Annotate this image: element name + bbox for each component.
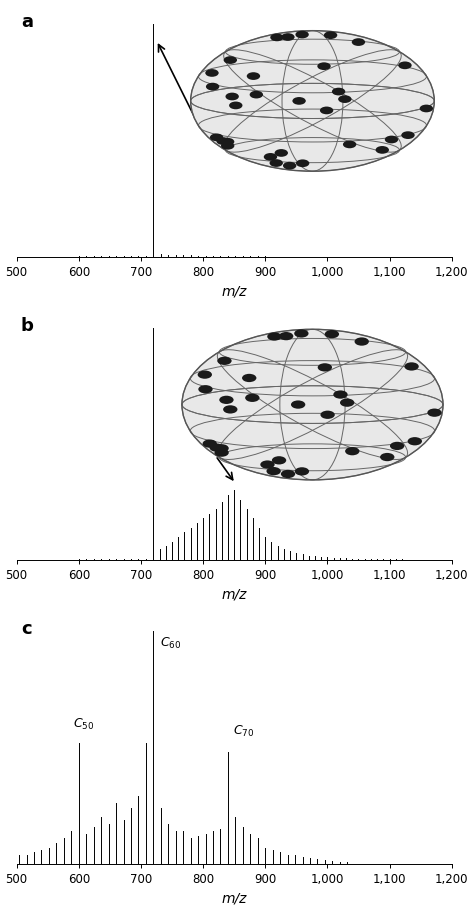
Text: c: c: [21, 620, 32, 639]
Circle shape: [333, 391, 347, 399]
Circle shape: [408, 437, 422, 445]
Circle shape: [320, 411, 335, 419]
Circle shape: [274, 149, 288, 157]
Circle shape: [390, 442, 404, 450]
Circle shape: [404, 363, 419, 371]
Circle shape: [247, 72, 260, 80]
Circle shape: [250, 91, 263, 98]
Text: $C_{60}$: $C_{60}$: [246, 87, 268, 101]
Circle shape: [340, 398, 355, 407]
Text: $C_{50}$: $C_{50}$: [73, 717, 94, 732]
Circle shape: [214, 448, 229, 456]
Circle shape: [210, 444, 224, 452]
Circle shape: [210, 134, 223, 141]
Circle shape: [398, 61, 412, 69]
Text: $C_{60}$: $C_{60}$: [160, 636, 181, 650]
Circle shape: [292, 97, 306, 105]
Circle shape: [270, 159, 283, 167]
Circle shape: [295, 31, 309, 38]
Circle shape: [318, 363, 332, 372]
Circle shape: [264, 153, 277, 160]
Circle shape: [242, 374, 256, 382]
Circle shape: [206, 83, 219, 90]
Circle shape: [325, 330, 339, 338]
Circle shape: [281, 33, 295, 41]
Circle shape: [380, 453, 394, 461]
Circle shape: [343, 140, 356, 148]
Text: $C_{70}$: $C_{70}$: [233, 724, 254, 739]
Circle shape: [332, 87, 345, 96]
Circle shape: [345, 447, 359, 456]
Circle shape: [419, 105, 433, 112]
Circle shape: [266, 467, 281, 476]
Circle shape: [217, 357, 232, 365]
Circle shape: [226, 93, 239, 100]
Circle shape: [216, 138, 230, 145]
Circle shape: [283, 162, 296, 169]
Circle shape: [320, 107, 333, 114]
Circle shape: [294, 329, 309, 338]
Circle shape: [198, 371, 212, 379]
Circle shape: [352, 38, 365, 46]
Circle shape: [270, 34, 283, 41]
Circle shape: [375, 146, 389, 154]
Circle shape: [191, 31, 434, 171]
Circle shape: [202, 439, 217, 447]
Circle shape: [401, 131, 415, 139]
Circle shape: [221, 142, 234, 149]
Circle shape: [229, 101, 243, 109]
Circle shape: [317, 62, 331, 70]
Circle shape: [245, 394, 259, 402]
Circle shape: [291, 401, 305, 409]
X-axis label: m/z: m/z: [221, 588, 247, 602]
Circle shape: [219, 395, 234, 404]
Circle shape: [223, 405, 237, 414]
Text: a: a: [21, 13, 33, 31]
Circle shape: [260, 460, 274, 468]
Circle shape: [295, 467, 309, 476]
Circle shape: [385, 136, 398, 143]
Circle shape: [205, 69, 219, 77]
Circle shape: [296, 159, 310, 167]
Circle shape: [281, 470, 295, 478]
Text: b: b: [21, 317, 34, 334]
Circle shape: [338, 96, 352, 103]
Circle shape: [214, 445, 229, 453]
Circle shape: [224, 56, 237, 64]
Circle shape: [428, 408, 442, 417]
X-axis label: m/z: m/z: [221, 284, 247, 298]
X-axis label: m/z: m/z: [221, 892, 247, 906]
Circle shape: [355, 337, 369, 345]
Circle shape: [198, 385, 213, 394]
Circle shape: [221, 138, 234, 146]
Circle shape: [324, 31, 337, 39]
Text: $C_{70}$: $C_{70}$: [306, 436, 327, 452]
Circle shape: [182, 329, 443, 480]
Circle shape: [272, 456, 286, 465]
Circle shape: [279, 332, 293, 341]
Circle shape: [267, 333, 282, 341]
